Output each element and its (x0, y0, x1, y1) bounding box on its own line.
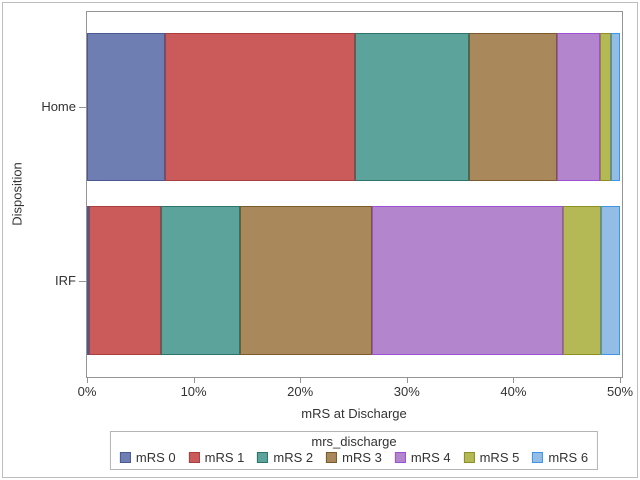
segment-mrs-2 (160, 206, 241, 355)
x-tick (620, 378, 621, 383)
legend-swatch (119, 452, 131, 463)
x-tick-label: 0% (77, 384, 97, 399)
legend-item-mrs-5: mRS 5 (463, 450, 520, 465)
legend-label: mRS 2 (273, 450, 314, 465)
segment-mrs-3 (240, 206, 372, 355)
legend-label: mRS 1 (204, 450, 245, 465)
legend-items: mRS 0 mRS 1 mRS 2 mRS 3 mRS 4 mRS 5 mRS 6 (119, 450, 588, 465)
legend-swatch (394, 452, 406, 463)
legend-label: mRS 0 (135, 450, 176, 465)
segment-mrs-6 (600, 206, 620, 355)
x-tick-label: 30% (393, 384, 420, 399)
x-tick-label: 20% (287, 384, 314, 399)
legend-swatch (326, 452, 338, 463)
x-tick (407, 378, 408, 383)
legend-label: mRS 3 (342, 450, 382, 465)
legend-item-mrs-6: mRS 6 (532, 450, 588, 465)
legend-label: mRS 6 (548, 450, 589, 465)
segment-mrs-4 (371, 206, 564, 355)
legend-swatch (463, 452, 475, 463)
legend-item-mrs-2: mRS 2 (257, 450, 313, 465)
segment-mrs-2 (354, 33, 469, 181)
segment-mrs-1 (89, 206, 161, 355)
y-axis-title: Disposition (9, 162, 25, 226)
segment-mrs-6 (611, 33, 620, 181)
legend-swatch (188, 452, 200, 463)
legend-label: mRS 5 (479, 450, 520, 465)
legend-item-mrs-4: mRS 4 (394, 450, 451, 465)
legend-item-mrs-0: mRS 0 (119, 450, 176, 465)
segment-mrs-5 (599, 33, 612, 181)
x-tick-label: 40% (500, 384, 527, 399)
x-tick (194, 378, 195, 383)
segment-mrs-4 (557, 33, 600, 181)
x-tick (87, 378, 88, 383)
segment-mrs-1 (164, 33, 355, 181)
legend-item-mrs-3: mRS 3 (326, 450, 382, 465)
segment-mrs-5 (563, 206, 601, 355)
x-tick-label: 10% (180, 384, 207, 399)
y-category-label: IRF (55, 272, 76, 288)
x-tick (300, 378, 301, 383)
plot-area (86, 11, 623, 378)
y-category-label: Home (41, 99, 76, 114)
legend-swatch (257, 452, 269, 463)
legend-title: mrs_discharge (311, 434, 397, 449)
y-tick (79, 281, 86, 282)
y-tick (79, 107, 86, 108)
legend-item-mrs-1: mRS 1 (188, 450, 245, 465)
legend-swatch (532, 452, 544, 463)
segment-mrs-0 (87, 206, 90, 355)
bar-home (87, 33, 620, 181)
x-tick (513, 378, 514, 383)
bar-irf (87, 206, 620, 355)
segment-mrs-3 (468, 33, 558, 181)
x-axis-title: mRS at Discharge (301, 406, 407, 421)
segment-mrs-0 (87, 33, 165, 181)
legend-label: mRS 4 (410, 450, 451, 465)
x-tick-label: 50% (606, 384, 634, 399)
